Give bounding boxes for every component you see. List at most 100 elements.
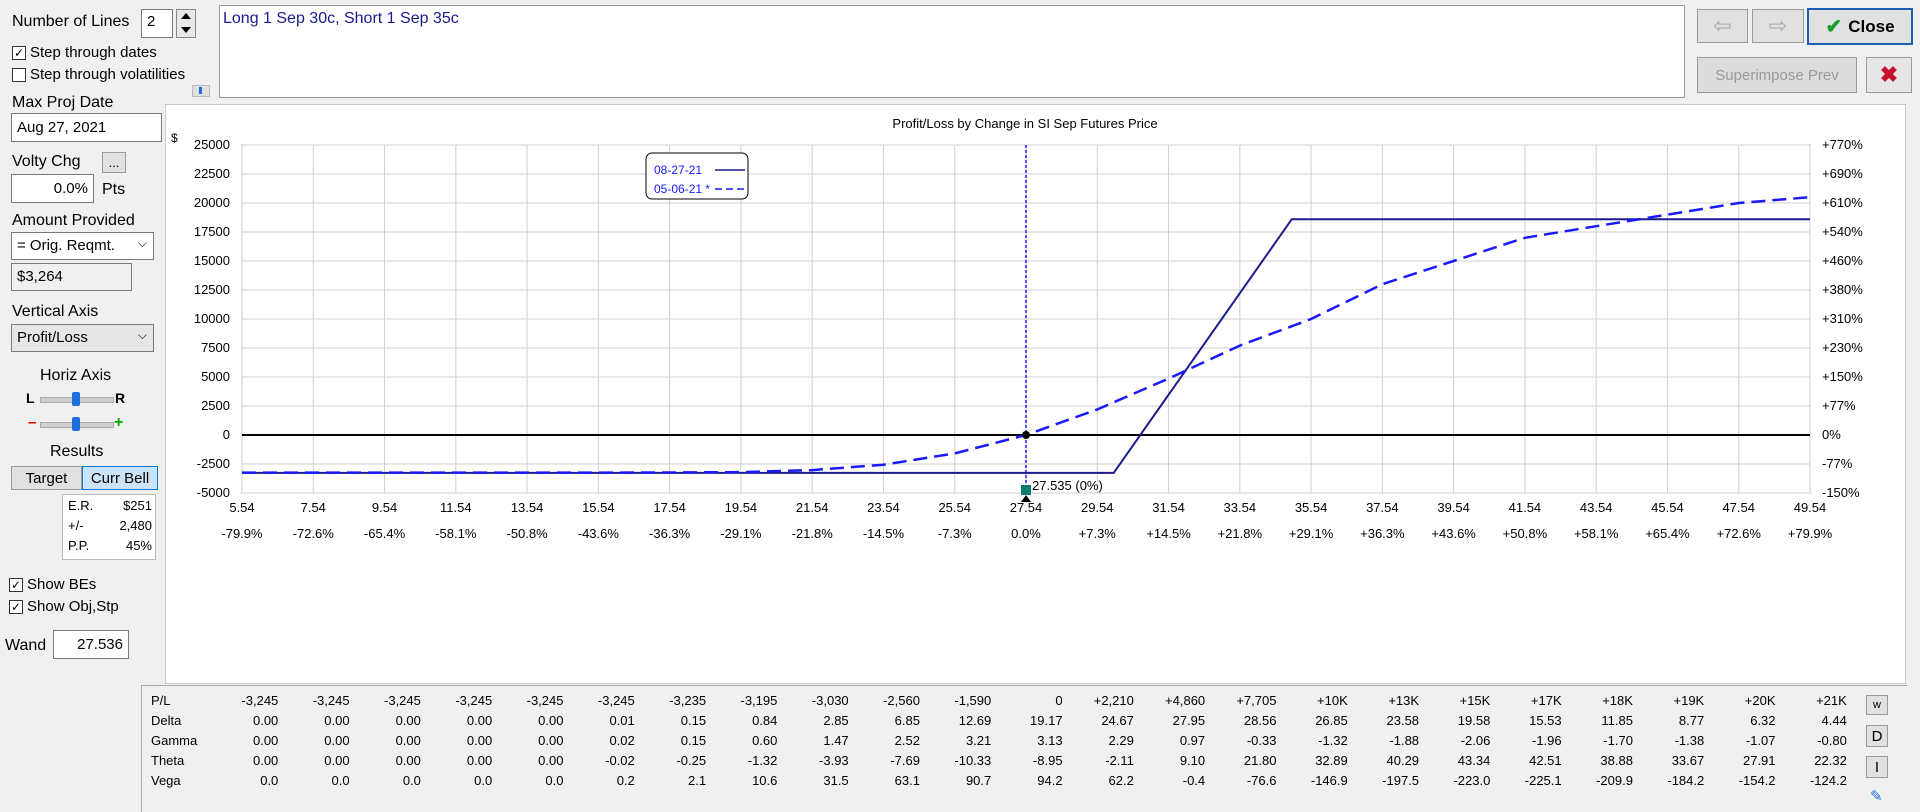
- greeks-panel: P/L -3,245 -3,245 -3,245 -3,245 -3,245 -3,245 -…: [141, 685, 1907, 812]
- number-of-lines-spinner[interactable]: [176, 9, 196, 38]
- volty-more-button[interactable]: ...: [102, 152, 126, 173]
- vertical-axis-select[interactable]: Profit/Loss ⌵: [11, 324, 154, 352]
- checkbox-unchecked-icon[interactable]: [12, 67, 26, 82]
- greeks-cell: -0.80: [1817, 732, 1847, 748]
- step-through-dates-checkbox[interactable]: ✓ Step through dates: [12, 44, 157, 61]
- checkbox-checked-icon[interactable]: ✓: [9, 577, 23, 592]
- profit-loss-chart[interactable]: Profit/Loss by Change in SI Sep Futures …: [165, 104, 1906, 684]
- greeks-cell: 0.01: [609, 712, 635, 728]
- greeks-cell: -10.33: [954, 752, 992, 768]
- horiz-axis-label: Horiz Axis: [40, 367, 112, 384]
- strategy-description-box[interactable]: Long 1 Sep 30c, Short 1 Sep 35c: [219, 5, 1685, 98]
- curr-bell-button[interactable]: Curr Bell: [82, 466, 158, 490]
- prev-arrow-button[interactable]: ⇦: [1697, 9, 1748, 43]
- greeks-cell: 2.29: [1108, 732, 1134, 748]
- max-proj-date-field[interactable]: Aug 27, 2021: [11, 113, 162, 142]
- wand-marker-label: 27.535 (0%): [1032, 478, 1103, 493]
- y-right-tick-label: +540%: [1822, 224, 1863, 239]
- greeks-row: Theta 0.00 0.00 0.00 0.00 0.00 -0.02 -0.25 -1.32…: [151, 750, 1847, 770]
- x-pct-tick-label: 0.0%: [1011, 526, 1041, 541]
- greeks-cell: 0.00: [252, 712, 279, 728]
- number-of-lines-field[interactable]: 2: [141, 9, 173, 38]
- spin-down-icon[interactable]: [181, 27, 191, 33]
- x-pct-tick-label: -43.6%: [578, 526, 620, 541]
- show-obj-stp-checkbox[interactable]: ✓ Show Obj,Stp: [9, 598, 119, 615]
- step-through-volatilities-checkbox[interactable]: Step through volatilities: [12, 66, 185, 83]
- close-button[interactable]: ✔ Close: [1807, 8, 1913, 45]
- horiz-zoom-slider-thumb[interactable]: [72, 417, 80, 431]
- result-row: E.R. $251: [68, 498, 152, 513]
- greeks-cell: -1.32: [1318, 732, 1348, 748]
- number-of-lines-label: Number of Lines: [12, 13, 130, 30]
- greeks-cell: +2,210: [1093, 692, 1134, 708]
- greeks-cell: 0.0: [260, 772, 279, 788]
- greeks-cell: -0.33: [1246, 732, 1277, 748]
- greeks-row-label: Vega: [151, 772, 181, 788]
- greeks-cell: 12.69: [958, 712, 992, 728]
- greeks-cell: 6.85: [894, 712, 920, 728]
- volty-chg-field[interactable]: 0.0%: [11, 174, 94, 203]
- greeks-cell: +10K: [1317, 692, 1348, 708]
- greeks-row-label: Gamma: [151, 732, 198, 748]
- greeks-cell: 0.00: [466, 732, 493, 748]
- greeks-cell: +4,860: [1165, 692, 1206, 708]
- detail-button[interactable]: D: [1866, 725, 1888, 747]
- horiz-r-label: R: [115, 390, 126, 406]
- width-toggle-button[interactable]: w: [1866, 695, 1888, 715]
- greeks-cell: -3,245: [241, 692, 279, 708]
- greeks-cell: -3,245: [455, 692, 493, 708]
- edit-pencil-icon[interactable]: ✎: [1870, 788, 1883, 805]
- greeks-cell: 0.00: [466, 752, 493, 768]
- amount-value-field[interactable]: $3,264: [11, 263, 132, 291]
- greeks-cell: -0.02: [605, 752, 635, 768]
- amount-provided-select[interactable]: = Orig. Reqmt. ⌵: [11, 232, 154, 260]
- splitter-handle-icon[interactable]: [192, 85, 210, 97]
- checkbox-checked-icon[interactable]: ✓: [9, 599, 23, 614]
- greeks-cell: 31.5: [823, 772, 849, 788]
- greeks-row: Vega 0.0 0.0 0.0 0.0 0.0 0.2 2.1 10.6 31.5 63.1 90.…: [151, 770, 1847, 790]
- volty-chg-label: Volty Chg: [12, 153, 81, 170]
- y-right-tick-label: +230%: [1822, 340, 1863, 355]
- info-button[interactable]: I: [1866, 756, 1888, 778]
- greeks-cell: 26.85: [1315, 712, 1348, 728]
- target-button[interactable]: Target: [11, 466, 82, 490]
- legend-label: 08-27-21: [654, 163, 702, 177]
- chart-legend[interactable]: 08-27-21 05-06-21 *: [645, 152, 749, 200]
- delete-button[interactable]: ✖: [1866, 57, 1912, 93]
- x-tick-label: 27.54: [1010, 500, 1043, 515]
- greeks-cell: 38.88: [1600, 752, 1633, 768]
- greeks-cell: 0.60: [752, 732, 778, 748]
- step-through-dates-label: Step through dates: [30, 44, 157, 61]
- greeks-cell: 11.85: [1601, 712, 1633, 728]
- y-tick-label: 0: [223, 427, 230, 442]
- zoom-minus-icon: –: [28, 414, 37, 431]
- x-tick-label: 23.54: [867, 500, 900, 515]
- x-tick-label: 21.54: [796, 500, 829, 515]
- next-arrow-button[interactable]: ⇨: [1752, 9, 1804, 43]
- greeks-cell: 27.91: [1742, 752, 1776, 768]
- superimpose-prev-button[interactable]: Superimpose Prev: [1697, 57, 1857, 93]
- greeks-cell: 32.89: [1315, 752, 1348, 768]
- x-pct-tick-label: +21.8%: [1218, 526, 1263, 541]
- result-row: +/- 2,480: [68, 518, 152, 533]
- strategy-description-text: Long 1 Sep 30c, Short 1 Sep 35c: [223, 10, 459, 27]
- wand-marker-icon: [1021, 485, 1031, 495]
- greeks-cell: 24.67: [1101, 712, 1134, 728]
- wand-field[interactable]: 27.536: [53, 630, 129, 659]
- greeks-cell: 27.95: [1172, 712, 1206, 728]
- close-button-label: Close: [1848, 16, 1895, 36]
- arrow-left-icon: ⇦: [1713, 13, 1732, 38]
- x-pct-tick-label: +43.6%: [1431, 526, 1476, 541]
- result-row: P.P. 45%: [68, 538, 152, 553]
- legend-label: 05-06-21 *: [654, 182, 710, 196]
- greeks-cell: -2.06: [1460, 732, 1491, 748]
- horiz-lr-slider-thumb[interactable]: [72, 392, 80, 406]
- checkbox-checked-icon[interactable]: ✓: [12, 45, 26, 60]
- current-price-point: [1022, 431, 1030, 439]
- greeks-cell: 0.0: [331, 772, 350, 788]
- spin-up-icon[interactable]: [181, 13, 191, 19]
- show-bes-checkbox[interactable]: ✓ Show BEs: [9, 576, 96, 593]
- greeks-cell: -124.2: [1809, 772, 1847, 788]
- x-pct-tick-label: +14.5%: [1146, 526, 1191, 541]
- y-right-tick-label: +610%: [1822, 195, 1863, 210]
